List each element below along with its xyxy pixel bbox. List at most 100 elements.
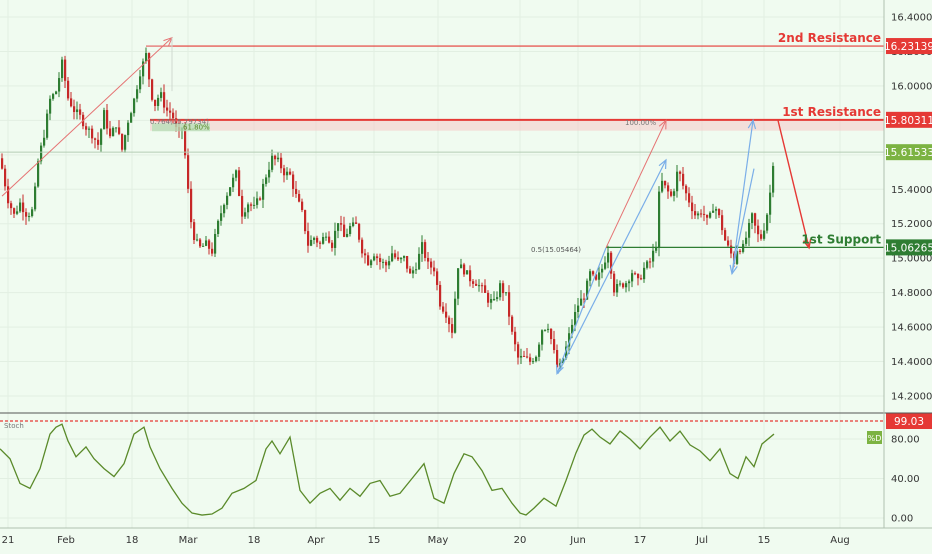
- stoch-tick-label: 0.00: [891, 514, 913, 525]
- candle-body: [85, 126, 88, 130]
- candle-body: [49, 98, 52, 114]
- blue-arrow-up-2-head: [747, 118, 757, 130]
- candle-body: [532, 361, 535, 363]
- level-value-badge: [886, 239, 932, 256]
- candle-body: [109, 128, 112, 137]
- candle-body: [412, 270, 415, 274]
- candle-body: [61, 59, 64, 79]
- candle-body: [712, 210, 715, 213]
- candle-body: [523, 355, 526, 357]
- candle-body: [262, 183, 265, 200]
- candle-body: [265, 177, 268, 184]
- candle-body: [283, 168, 286, 176]
- candle-body: [385, 261, 388, 266]
- stoch-tick-label: 80.00: [891, 435, 920, 446]
- level-label: 2nd Resistance: [778, 31, 881, 45]
- candle-body: [547, 328, 550, 330]
- pink-arrow-left: [1, 37, 173, 197]
- candle-body: [133, 98, 136, 114]
- candle-body: [517, 344, 520, 358]
- y-tick-label: 15.00000: [891, 254, 932, 265]
- candle-body: [106, 110, 109, 129]
- pink-arrow-right-head: [658, 119, 667, 130]
- x-tick-label: Feb: [57, 535, 75, 546]
- candle-body: [343, 224, 346, 237]
- candle-body: [145, 53, 148, 62]
- x-tick-label: Jun: [569, 535, 586, 546]
- candle-body: [253, 204, 256, 206]
- candle-body: [352, 222, 355, 227]
- candle-body: [418, 253, 421, 270]
- candle-body: [697, 213, 700, 216]
- candle-body: [709, 212, 712, 218]
- resistance-zone: [150, 119, 884, 131]
- candle-body: [325, 236, 328, 238]
- candle-body: [364, 253, 367, 256]
- resistance-zones: [150, 119, 884, 131]
- candle-body: [55, 91, 58, 95]
- candle-body: [187, 155, 190, 189]
- candle-body: [94, 138, 97, 140]
- candle-body: [154, 99, 157, 106]
- candle-body: [400, 257, 403, 260]
- x-tick-label: Mar: [179, 535, 199, 546]
- candle-body: [421, 242, 424, 254]
- candle-body: [19, 202, 22, 212]
- candle-body: [463, 264, 466, 275]
- candle-body: [244, 212, 247, 217]
- candle-body: [625, 283, 628, 288]
- candle-body: [655, 247, 658, 251]
- candles: [1, 47, 775, 370]
- candle-body: [118, 127, 121, 134]
- candle-body: [649, 261, 652, 263]
- candle-body: [541, 330, 544, 345]
- candle-body: [10, 203, 13, 209]
- candle-body: [550, 328, 553, 340]
- candle-body: [487, 292, 490, 303]
- candle-body: [301, 201, 304, 211]
- candle-body: [295, 188, 298, 194]
- candle-body: [505, 292, 508, 294]
- candle-body: [631, 273, 634, 282]
- candle-body: [166, 107, 169, 111]
- candle-body: [358, 223, 361, 240]
- candle-body: [4, 168, 7, 187]
- candle-body: [568, 333, 571, 347]
- stoch-d-badge: [867, 431, 882, 444]
- candle-body: [604, 262, 607, 269]
- candle-body: [163, 92, 166, 108]
- stoch-tick-label: 40.00: [891, 474, 920, 485]
- overlays: [0, 36, 884, 375]
- candle-body: [355, 222, 358, 224]
- candle-body: [634, 273, 637, 275]
- candle-body: [508, 292, 511, 317]
- candle-body: [259, 198, 262, 200]
- candle-body: [580, 298, 583, 306]
- candle-body: [601, 268, 604, 273]
- candle-body: [211, 248, 214, 254]
- candle-body: [496, 297, 499, 299]
- candle-body: [763, 230, 766, 239]
- candle-body: [685, 185, 688, 194]
- candle-body: [232, 177, 235, 188]
- candle-body: [571, 324, 574, 334]
- candle-body: [280, 157, 283, 169]
- x-tick-label: Apr: [307, 535, 325, 546]
- candle-body: [703, 213, 706, 215]
- candle-body: [484, 285, 487, 293]
- candle-body: [205, 240, 208, 246]
- candle-body: [130, 113, 133, 123]
- candle-body: [490, 299, 493, 303]
- candle-body: [124, 135, 127, 150]
- candle-body: [271, 155, 274, 170]
- x-tick-label: May: [428, 535, 449, 546]
- candle-body: [700, 213, 703, 215]
- candle-body: [67, 80, 70, 99]
- x-tick-label: 15: [758, 535, 771, 546]
- candle-body: [436, 271, 439, 285]
- pink-arrow-right: [605, 120, 667, 249]
- y-tick-label: 14.20000: [891, 392, 932, 403]
- candle-body: [121, 133, 124, 150]
- candle-body: [676, 171, 679, 192]
